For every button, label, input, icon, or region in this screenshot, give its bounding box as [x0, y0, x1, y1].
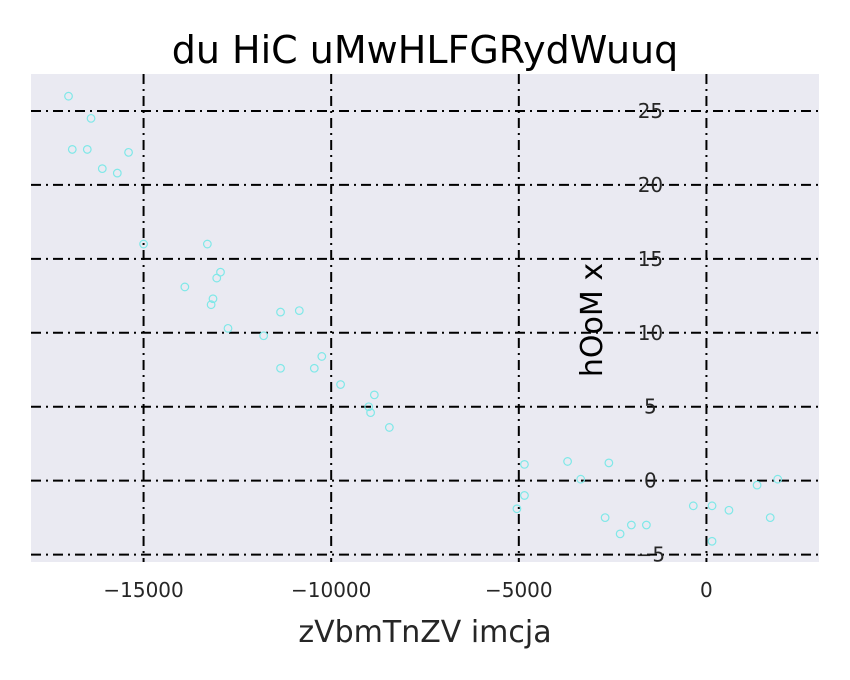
y-tick-label: 0 — [644, 469, 657, 493]
scatter-point — [600, 513, 610, 523]
scatter-point — [364, 402, 374, 412]
scatter-point — [276, 307, 285, 317]
scatter-point — [82, 145, 92, 154]
y-tick-label: −5 — [636, 543, 665, 567]
scatter-point — [520, 460, 529, 469]
scatter-point — [112, 168, 122, 178]
x-tick-labels: −15000 −10000 −5000 0 — [103, 578, 712, 602]
scatter-point — [336, 380, 345, 389]
scatter-point — [294, 306, 304, 316]
x-tick-label: −5000 — [485, 578, 553, 602]
scatter-point — [64, 91, 73, 101]
scatter-point — [124, 147, 133, 157]
scatter-point — [626, 520, 636, 530]
y-tick-label: 5 — [644, 395, 657, 419]
scatter-point — [752, 480, 762, 490]
data-points — [64, 91, 783, 546]
scatter-point — [773, 474, 783, 484]
y-tick-label: 15 — [638, 247, 663, 271]
scatter-point — [512, 504, 522, 514]
scatter-point — [707, 501, 717, 511]
scatter-point — [384, 423, 394, 432]
scatter-point — [641, 520, 651, 530]
scatter-point — [576, 474, 586, 484]
scatter-point — [139, 239, 148, 249]
scatter-point — [259, 331, 269, 341]
scatter-point — [180, 282, 190, 292]
x-tick-label: 0 — [700, 578, 713, 602]
scatter-point — [563, 457, 572, 466]
scatter-point — [86, 113, 96, 123]
scatter-point — [604, 458, 614, 468]
scatter-point — [724, 505, 734, 515]
scatter-point — [366, 408, 375, 418]
scatter-point — [317, 352, 327, 361]
x-tick-label: −15000 — [103, 578, 183, 602]
y-tick-label: 10 — [638, 321, 663, 345]
scatter-point — [765, 513, 775, 523]
scatter-point — [276, 363, 285, 373]
scatter-point — [67, 145, 77, 154]
scatter-point — [206, 300, 216, 310]
scatter-point — [369, 390, 379, 400]
grid-lines — [31, 74, 819, 562]
y-tick-label: 25 — [638, 99, 663, 123]
x-tick-label: −10000 — [291, 578, 371, 602]
chart-title: du HiC uMwHLFGRydWuuq — [172, 28, 678, 72]
scatter-point — [615, 529, 625, 539]
scatter-point — [97, 164, 107, 174]
scatter-point — [707, 536, 717, 546]
scatter-point — [520, 491, 529, 500]
y-tick-label: 20 — [638, 173, 663, 197]
scatter-point — [309, 363, 319, 373]
y-axis-label: hOoM x — [575, 263, 610, 377]
scatter-point — [223, 323, 233, 333]
scatter-point — [202, 239, 212, 249]
x-axis-label: zVbmTnZV imcja — [298, 615, 551, 650]
y-tick-labels: −5 0 5 10 15 20 25 — [636, 99, 665, 567]
scatter-point — [208, 294, 218, 304]
scatter-point — [216, 267, 225, 277]
plot-area — [31, 74, 819, 562]
scatter-point — [688, 501, 698, 511]
